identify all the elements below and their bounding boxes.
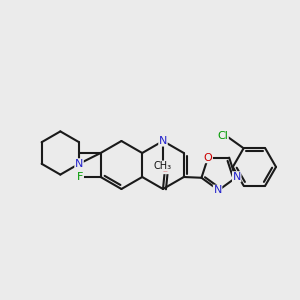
Text: N: N [75,159,83,169]
Text: CH₃: CH₃ [154,161,172,171]
Text: O: O [204,153,212,163]
Text: N: N [213,185,222,195]
Text: N: N [159,136,167,146]
Text: Cl: Cl [218,131,228,141]
Text: O: O [160,164,169,174]
Text: F: F [77,172,83,182]
Text: N: N [232,172,241,182]
